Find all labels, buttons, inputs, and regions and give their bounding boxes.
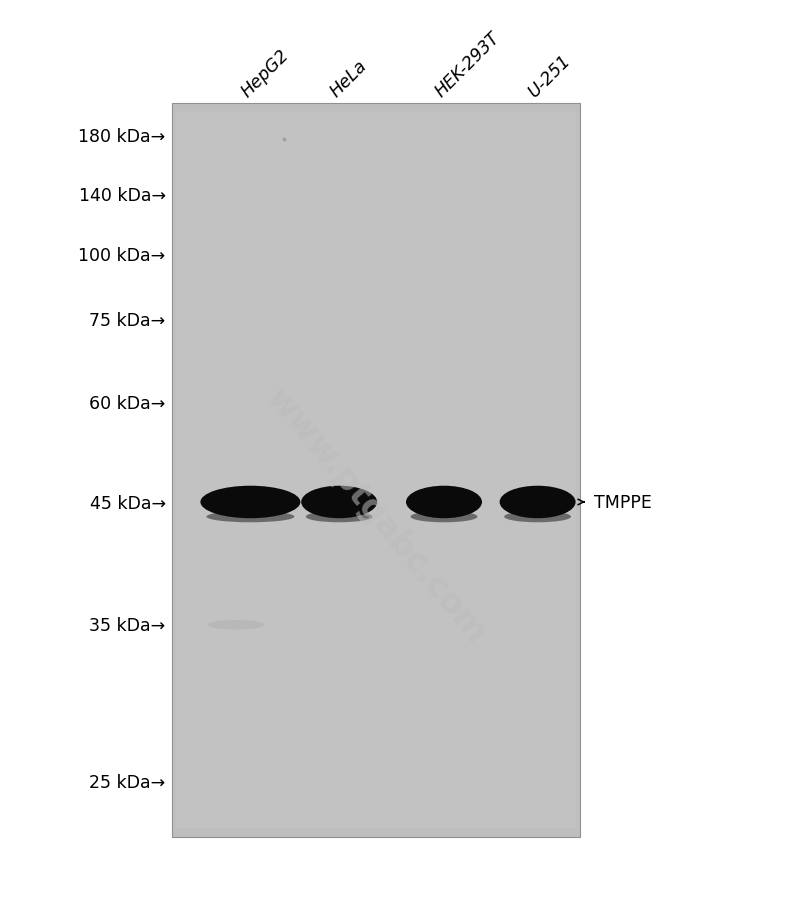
Text: HEK-293T: HEK-293T xyxy=(431,29,503,101)
Text: HepG2: HepG2 xyxy=(238,46,292,101)
Ellipse shape xyxy=(415,491,473,498)
Text: TMPPE: TMPPE xyxy=(594,493,651,511)
Ellipse shape xyxy=(200,486,301,519)
Text: www.ptgabc.com: www.ptgabc.com xyxy=(259,382,493,649)
Text: 60 kDa→: 60 kDa→ xyxy=(90,394,166,412)
Ellipse shape xyxy=(213,491,288,498)
Ellipse shape xyxy=(509,491,566,498)
Text: U-251: U-251 xyxy=(525,51,574,101)
Text: 140 kDa→: 140 kDa→ xyxy=(78,187,166,205)
Bar xyxy=(172,104,580,837)
Ellipse shape xyxy=(306,511,373,523)
Ellipse shape xyxy=(208,621,264,630)
Bar xyxy=(176,113,576,828)
Text: 180 kDa→: 180 kDa→ xyxy=(78,128,166,146)
Text: 100 kDa→: 100 kDa→ xyxy=(78,247,166,265)
Ellipse shape xyxy=(499,486,576,519)
Ellipse shape xyxy=(206,511,294,523)
Ellipse shape xyxy=(406,486,482,519)
Ellipse shape xyxy=(310,491,368,498)
Text: 75 kDa→: 75 kDa→ xyxy=(90,311,166,329)
Ellipse shape xyxy=(504,511,571,523)
Text: 25 kDa→: 25 kDa→ xyxy=(90,773,166,791)
Text: 35 kDa→: 35 kDa→ xyxy=(90,616,166,634)
Ellipse shape xyxy=(410,511,478,523)
Text: HeLa: HeLa xyxy=(326,57,370,101)
Ellipse shape xyxy=(301,486,378,519)
Text: 45 kDa→: 45 kDa→ xyxy=(90,494,166,512)
